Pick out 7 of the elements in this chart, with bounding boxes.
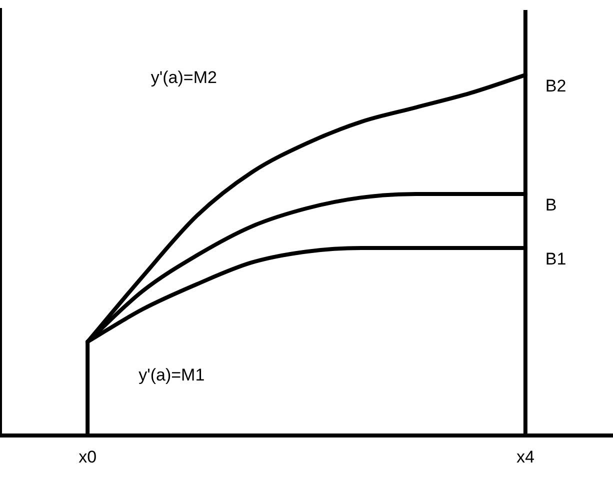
- annotation: y'(a)=M2: [150, 68, 217, 87]
- series-label: B2: [545, 76, 566, 96]
- x-tick-label: x0: [78, 447, 97, 466]
- x-tick-label: x4: [516, 447, 534, 466]
- series-label: B: [545, 196, 557, 215]
- series-label: B1: [545, 250, 566, 269]
- annotation: y'(a)=M1: [138, 366, 205, 385]
